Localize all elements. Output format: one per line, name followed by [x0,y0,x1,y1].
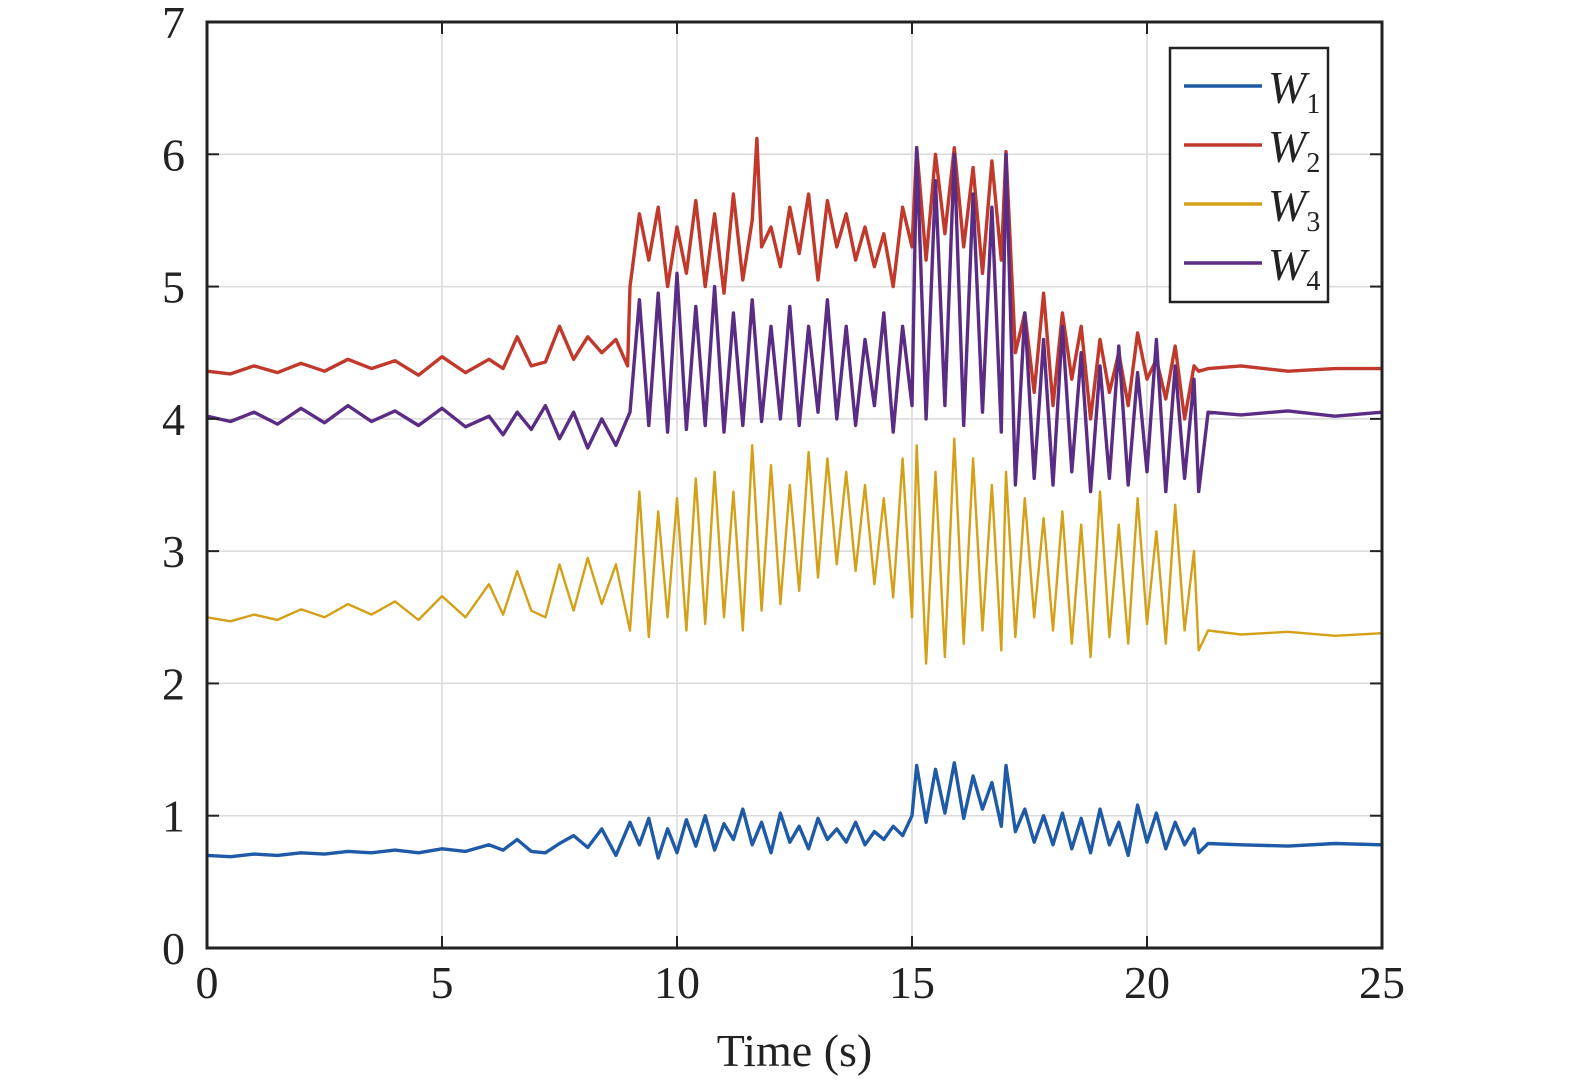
y-tick-label: 6 [162,129,185,180]
x-tick-label: 10 [654,957,700,1008]
y-tick-label: 2 [162,658,185,709]
series-line-1 [206,761,1383,860]
x-tick-label: 20 [1124,957,1170,1008]
y-tick-label: 7 [162,0,185,48]
x-axis-label: Time (s) [717,1025,873,1076]
legend-subscript: 1 [1306,89,1320,120]
x-tick-label: 25 [1359,957,1405,1008]
x-tick-label: 15 [889,957,935,1008]
axis-ticks: 0 5 10 15 20 25 0 1 2 3 4 5 6 7 [162,0,1405,1008]
y-tick-label: 0 [162,923,185,974]
plot-frame [205,20,1384,950]
series-line-2 [206,136,1382,421]
series-lines [206,136,1383,860]
y-tick-label: 5 [162,262,185,313]
legend-subscript: 4 [1306,266,1320,297]
legend-subscript: 3 [1306,207,1320,238]
x-tick-label: 5 [431,957,454,1008]
x-tick-label: 0 [196,957,219,1008]
y-tick-label: 4 [162,394,185,445]
y-tick-label: 3 [162,526,185,577]
y-tick-label: 1 [162,791,185,842]
legend-subscript: 2 [1306,148,1320,179]
legend-box [1168,46,1330,304]
series-line-3 [206,437,1383,665]
series-line-4 [206,145,1383,494]
